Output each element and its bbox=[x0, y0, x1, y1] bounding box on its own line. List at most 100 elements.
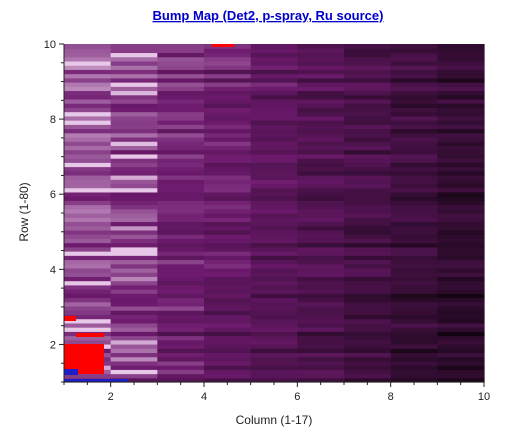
heatmap-cell bbox=[250, 255, 298, 261]
heatmap-cell bbox=[437, 103, 485, 108]
heatmap-cell-saturated bbox=[212, 44, 234, 47]
heatmap-cell bbox=[390, 145, 438, 151]
heatmap-cell bbox=[250, 360, 298, 366]
heatmap-cell bbox=[437, 276, 485, 282]
heatmap-cell bbox=[437, 111, 485, 117]
heatmap-cell bbox=[437, 242, 485, 248]
heatmap-cell bbox=[390, 196, 438, 201]
heatmap-cell bbox=[250, 44, 298, 49]
heatmap-cell bbox=[157, 272, 205, 277]
heatmap-cell bbox=[344, 335, 392, 341]
heatmap-cell bbox=[110, 377, 158, 383]
heatmap-cell bbox=[204, 335, 252, 341]
heatmap-cell bbox=[344, 327, 392, 332]
heatmap-cell bbox=[204, 301, 252, 307]
heatmap-cell bbox=[390, 310, 438, 315]
heatmap-cell bbox=[297, 234, 345, 239]
heatmap-cell bbox=[157, 246, 205, 252]
heatmap-cell bbox=[390, 301, 438, 307]
heatmap-cell bbox=[204, 82, 252, 87]
heatmap-cell bbox=[157, 103, 205, 108]
heatmap-cell bbox=[157, 77, 205, 83]
heatmap-cell bbox=[250, 238, 298, 244]
heatmap-cell bbox=[437, 289, 485, 294]
heatmap-cell bbox=[437, 377, 485, 383]
heatmap-cell bbox=[390, 369, 438, 375]
heatmap-cell bbox=[344, 284, 392, 290]
heatmap-cell bbox=[344, 166, 392, 172]
heatmap-cell bbox=[344, 115, 392, 121]
heatmap-cell bbox=[390, 56, 438, 62]
heatmap-cell bbox=[250, 327, 298, 332]
heatmap-cell bbox=[344, 369, 392, 375]
heatmap-cell bbox=[437, 166, 485, 172]
heatmap-cell bbox=[297, 310, 345, 315]
heatmap-cell bbox=[437, 179, 485, 185]
heatmap-cell bbox=[64, 238, 112, 244]
heatmap-cell bbox=[64, 149, 112, 155]
heatmap-cell bbox=[297, 331, 345, 337]
heatmap-cell bbox=[157, 259, 205, 265]
heatmap-cell bbox=[297, 158, 345, 163]
heatmap-cell bbox=[297, 242, 345, 248]
heatmap-cell bbox=[250, 65, 298, 70]
heatmap-cell bbox=[344, 225, 392, 231]
heatmap-cell bbox=[157, 73, 205, 79]
heatmap-cell bbox=[437, 136, 485, 142]
heatmap-cell bbox=[297, 196, 345, 201]
heatmap-cell bbox=[390, 44, 438, 49]
heatmap-cell bbox=[157, 360, 205, 366]
heatmap-cell bbox=[157, 314, 205, 320]
heatmap-cell bbox=[344, 94, 392, 100]
heatmap-cell bbox=[157, 267, 205, 273]
heatmap-cell bbox=[437, 200, 485, 206]
heatmap-cell bbox=[110, 314, 158, 320]
heatmap-cell bbox=[390, 179, 438, 185]
heatmap-cell bbox=[110, 77, 158, 83]
heatmap-cell bbox=[64, 44, 112, 49]
heatmap-cell bbox=[204, 369, 252, 375]
heatmap-cell bbox=[157, 208, 205, 214]
heatmap-cell bbox=[390, 331, 438, 337]
heatmap-cell bbox=[344, 98, 392, 104]
heatmap-cell bbox=[64, 234, 112, 239]
heatmap-cell bbox=[437, 124, 485, 130]
heatmap-cell bbox=[344, 65, 392, 70]
heatmap-cell bbox=[390, 73, 438, 79]
heatmap-cell bbox=[344, 120, 392, 125]
y-tick-label: 6 bbox=[50, 189, 56, 201]
heatmap-cell bbox=[297, 263, 345, 269]
heatmap-cell bbox=[437, 86, 485, 92]
heatmap-cell bbox=[344, 305, 392, 311]
heatmap-cell bbox=[110, 107, 158, 113]
heatmap-cell bbox=[110, 255, 158, 261]
heatmap-cell bbox=[250, 377, 298, 383]
heatmap-cell bbox=[297, 170, 345, 176]
heatmap-cell bbox=[204, 297, 252, 303]
heatmap-cell bbox=[297, 98, 345, 104]
heatmap-cell bbox=[110, 348, 158, 354]
heatmap-cell bbox=[344, 301, 392, 307]
heatmap-cell bbox=[110, 217, 158, 223]
heatmap-cell bbox=[64, 289, 112, 294]
heatmap-cell bbox=[110, 238, 158, 244]
heatmap-cell bbox=[437, 305, 485, 311]
heatmap-cell bbox=[390, 158, 438, 163]
heatmap-cell bbox=[250, 284, 298, 290]
x-axis-label: Column (1-17) bbox=[236, 413, 313, 427]
heatmap-cell bbox=[344, 343, 392, 349]
heatmap-cell bbox=[344, 196, 392, 201]
heatmap-cell bbox=[250, 267, 298, 273]
heatmap-cell bbox=[157, 98, 205, 104]
heatmap-cell bbox=[297, 318, 345, 324]
heatmap-cell bbox=[250, 318, 298, 324]
heatmap-cell bbox=[64, 187, 112, 193]
heatmap-cell bbox=[390, 94, 438, 100]
heatmap-cell bbox=[297, 204, 345, 210]
heatmap-cell bbox=[110, 128, 158, 134]
heatmap-cell bbox=[110, 331, 158, 337]
heatmap-cell bbox=[437, 44, 485, 49]
heatmap-cell bbox=[250, 48, 298, 54]
heatmap-cell bbox=[344, 297, 392, 303]
heatmap-cell bbox=[297, 90, 345, 96]
